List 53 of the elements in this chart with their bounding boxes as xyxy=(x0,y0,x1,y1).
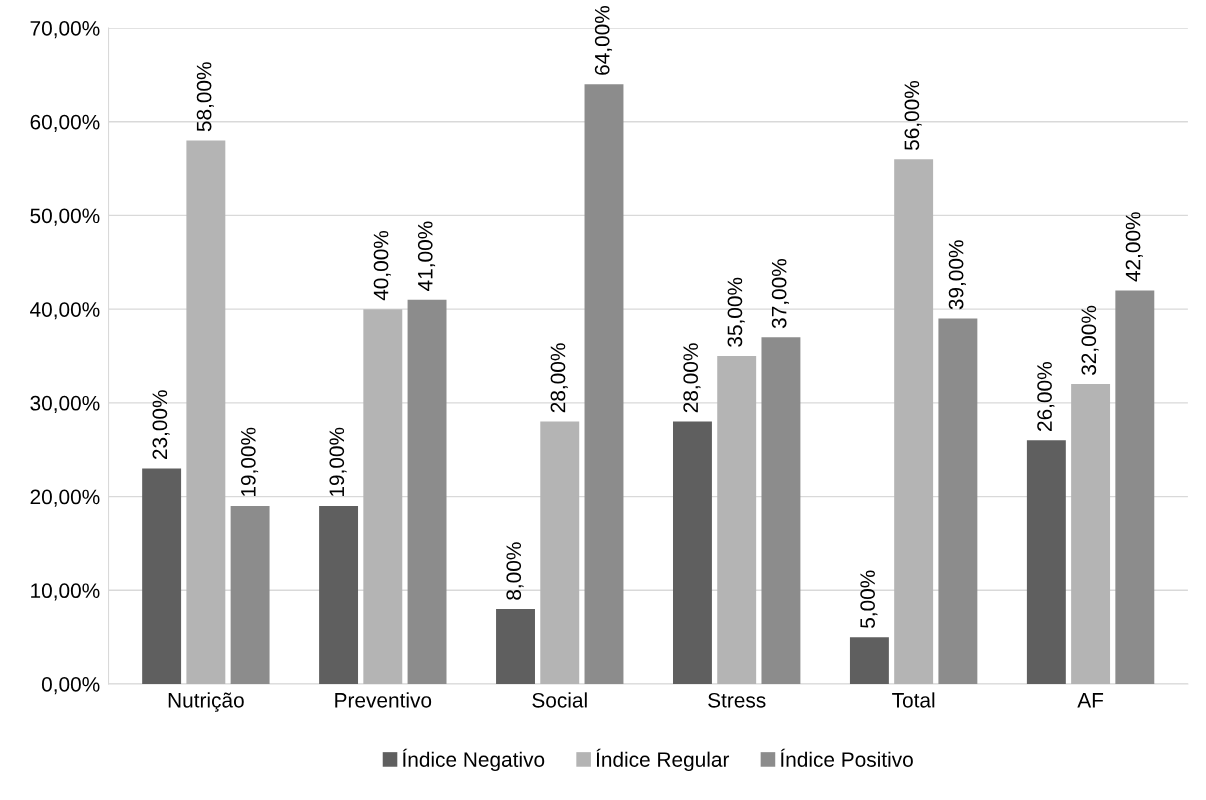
y-tick-label: 10,00% xyxy=(31,583,100,601)
data-label: 39,00% xyxy=(948,240,966,310)
bar xyxy=(407,299,447,684)
bar xyxy=(496,609,535,684)
data-label: 23,00% xyxy=(152,390,170,460)
bar xyxy=(1071,384,1111,684)
bar xyxy=(761,337,801,684)
bar xyxy=(186,140,226,684)
bar xyxy=(938,318,978,684)
bar xyxy=(584,84,624,684)
y-tick-label: 70,00% xyxy=(30,21,100,39)
data-label: 19,00% xyxy=(329,427,347,497)
y-tick-label: 30,00% xyxy=(30,395,100,414)
data-label: 28,00% xyxy=(550,343,568,413)
data-label: 58,00% xyxy=(196,62,214,132)
bar xyxy=(363,309,403,684)
y-tick-label: 0,00% xyxy=(41,677,100,695)
y-tick-label: 50,00% xyxy=(30,208,100,226)
legend-label: Índice Regular xyxy=(596,748,730,772)
legend-label: Índice Negativo xyxy=(402,748,545,772)
data-label: 28,00% xyxy=(683,343,701,413)
x-tick-label: Total xyxy=(892,692,935,708)
bar xyxy=(319,505,359,684)
data-label: 40,00% xyxy=(373,230,391,301)
y-tick-label: 60,00% xyxy=(30,114,100,132)
x-tick-label: AF xyxy=(1077,693,1104,708)
bar xyxy=(894,159,934,684)
data-label: 35,00% xyxy=(727,277,745,347)
legend-label: Índice Positivo xyxy=(780,748,913,767)
x-tick-label: Preventivo xyxy=(335,692,432,708)
data-label: 42,00% xyxy=(1125,212,1143,282)
y-tick-label: 40,00% xyxy=(30,302,100,320)
data-label: 64,00% xyxy=(594,5,613,75)
data-label: 19,00% xyxy=(240,427,259,497)
bar xyxy=(673,421,712,684)
bar xyxy=(540,421,580,684)
data-label: 41,00% xyxy=(417,221,436,291)
data-label: 37,00% xyxy=(771,259,789,329)
bar xyxy=(1026,440,1066,684)
x-tick-label: Social xyxy=(532,692,587,708)
y-tick-label: 20,00% xyxy=(30,489,100,507)
data-label: 32,00% xyxy=(1081,305,1099,375)
bar xyxy=(717,356,757,684)
data-label: 26,00% xyxy=(1037,362,1055,431)
bar xyxy=(1115,290,1155,684)
data-label: 56,00% xyxy=(904,80,922,151)
bar xyxy=(142,468,182,684)
data-label: 5,00% xyxy=(860,570,878,628)
bar xyxy=(849,637,889,684)
data-label: 8,00% xyxy=(506,542,524,600)
x-tick-label: Nutrição xyxy=(168,692,244,712)
bar xyxy=(230,505,270,684)
x-tick-label: Stress xyxy=(708,692,766,708)
